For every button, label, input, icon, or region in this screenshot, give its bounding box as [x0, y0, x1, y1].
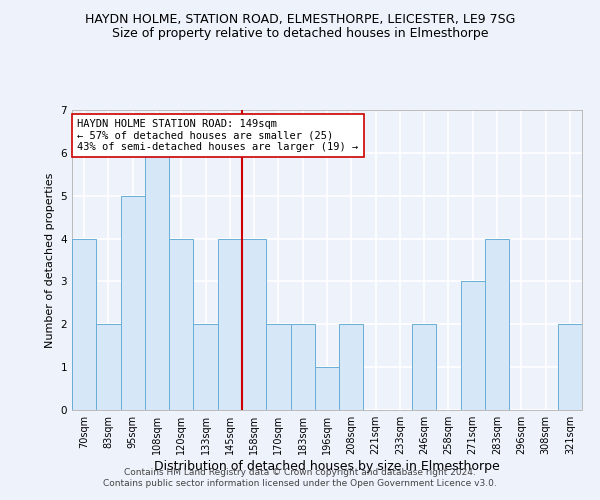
Bar [169, 238, 193, 410]
Bar [461, 282, 485, 410]
Text: Contains HM Land Registry data © Crown copyright and database right 2024.
Contai: Contains HM Land Registry data © Crown c… [103, 468, 497, 487]
Bar [193, 324, 218, 410]
Bar [485, 238, 509, 410]
Bar [558, 324, 582, 410]
Bar [412, 324, 436, 410]
Bar [290, 324, 315, 410]
Bar [121, 196, 145, 410]
Text: HAYDN HOLME, STATION ROAD, ELMESTHORPE, LEICESTER, LE9 7SG: HAYDN HOLME, STATION ROAD, ELMESTHORPE, … [85, 12, 515, 26]
Bar [339, 324, 364, 410]
Bar [266, 324, 290, 410]
Y-axis label: Number of detached properties: Number of detached properties [45, 172, 55, 348]
Bar [242, 238, 266, 410]
Text: HAYDN HOLME STATION ROAD: 149sqm
← 57% of detached houses are smaller (25)
43% o: HAYDN HOLME STATION ROAD: 149sqm ← 57% o… [77, 119, 358, 152]
Bar [218, 238, 242, 410]
Bar [72, 238, 96, 410]
Bar [315, 367, 339, 410]
Bar [145, 153, 169, 410]
Text: Size of property relative to detached houses in Elmesthorpe: Size of property relative to detached ho… [112, 28, 488, 40]
Bar [96, 324, 121, 410]
X-axis label: Distribution of detached houses by size in Elmesthorpe: Distribution of detached houses by size … [154, 460, 500, 473]
